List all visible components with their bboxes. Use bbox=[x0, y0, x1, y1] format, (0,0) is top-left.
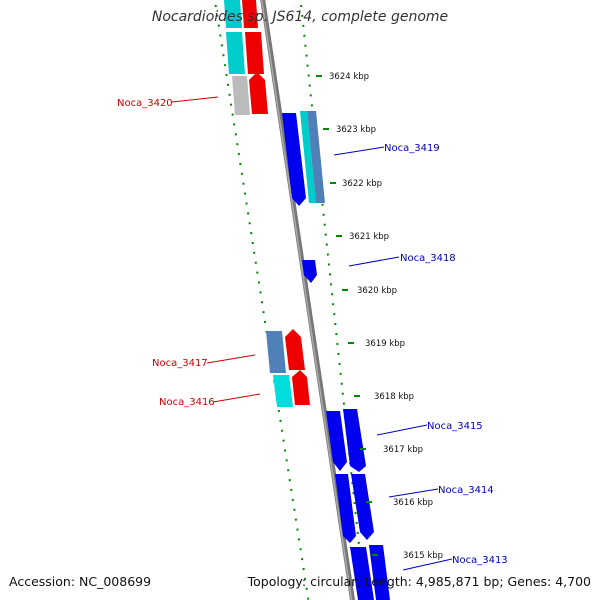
gene-red bbox=[285, 329, 305, 370]
tick-label: 3615 kbp bbox=[403, 551, 443, 561]
gene-noca-3418 bbox=[302, 260, 317, 283]
gene-cyan bbox=[300, 111, 316, 203]
gene-red bbox=[249, 72, 268, 114]
gene-noca-3416 bbox=[273, 375, 293, 407]
tick-label: 3622 kbp bbox=[342, 179, 382, 189]
gene-label-noca-3416: Noca_3416 bbox=[159, 397, 215, 408]
tick-label: 3621 kbp bbox=[349, 232, 389, 242]
gene-label-noca-3420: Noca_3420 bbox=[117, 98, 173, 109]
gene-noca-3419 bbox=[282, 113, 306, 206]
tick-label: 3624 kbp bbox=[329, 72, 369, 82]
gene-noca-3413-b bbox=[369, 545, 390, 600]
gene-noca-3417 bbox=[266, 331, 286, 373]
tick-label: 3616 kbp bbox=[393, 498, 433, 508]
gene-cyan bbox=[224, 0, 242, 28]
tick-marks: 3624 kbp 3623 kbp 3622 kbp 3621 kbp 3620… bbox=[316, 72, 443, 561]
map-title: Nocardioides sp. JS614, complete genome bbox=[151, 9, 449, 25]
genome-summary-text: Topology: circular; Length: 4,985,871 bp… bbox=[247, 574, 591, 589]
gene-label-noca-3419: Noca_3419 bbox=[384, 143, 440, 154]
gene-label-noca-3417: Noca_3417 bbox=[152, 358, 208, 369]
leader-lines bbox=[171, 96, 453, 571]
gene-cyan bbox=[226, 32, 245, 74]
backbone-line bbox=[260, 0, 356, 600]
tick-label: 3618 kbp bbox=[374, 392, 414, 402]
gene-noca-3415-b bbox=[343, 409, 366, 472]
gene-noca-3414-a bbox=[335, 474, 356, 543]
tick-label: 3623 kbp bbox=[336, 125, 376, 135]
accession-text: Accession: NC_008699 bbox=[9, 574, 152, 589]
gene-labels: Noca_3420 Noca_3419 Noca_3418 Noca_3417 … bbox=[117, 98, 508, 566]
reverse-genes bbox=[282, 111, 390, 600]
backbone-highlight bbox=[260, 0, 353, 600]
gene-label-noca-3413: Noca_3413 bbox=[452, 555, 508, 566]
gene-noca-3415-a bbox=[326, 411, 347, 471]
gene-red bbox=[292, 370, 310, 405]
gene-steel bbox=[307, 111, 325, 203]
gene-red bbox=[242, 0, 258, 28]
forward-genes bbox=[224, 0, 310, 407]
tick-label: 3620 kbp bbox=[357, 286, 397, 296]
gene-noca-3414-b bbox=[351, 474, 374, 540]
tick-label: 3619 kbp bbox=[365, 339, 405, 349]
gene-label-noca-3414: Noca_3414 bbox=[438, 485, 494, 496]
gene-noca-3413-a bbox=[350, 547, 374, 600]
gene-label-noca-3418: Noca_3418 bbox=[400, 253, 456, 264]
tick-label: 3617 kbp bbox=[383, 445, 423, 455]
gene-noca-3420 bbox=[232, 76, 250, 115]
inner-dotted-ring bbox=[213, 0, 310, 600]
gene-red bbox=[245, 32, 264, 74]
gene-label-noca-3415: Noca_3415 bbox=[427, 421, 483, 432]
